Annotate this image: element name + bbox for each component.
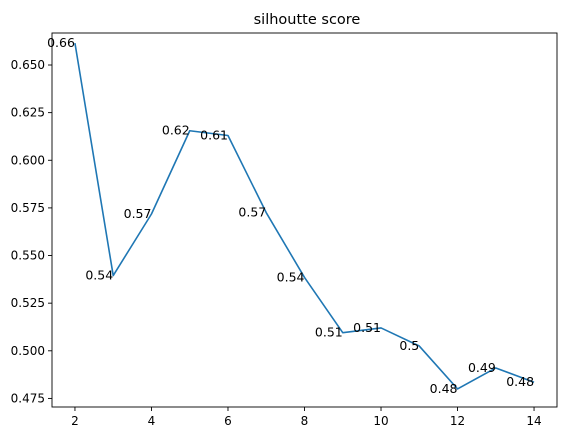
data-label: 0.61	[200, 128, 228, 143]
data-label: 0.5	[399, 338, 419, 353]
y-tick-label: 0.650	[11, 58, 45, 72]
y-tick-label: 0.525	[11, 296, 45, 310]
x-tick-label: 8	[301, 414, 309, 428]
y-tick-label: 0.500	[11, 344, 45, 358]
y-tick-label: 0.475	[11, 391, 45, 405]
x-tick-label: 10	[373, 414, 388, 428]
data-label: 0.54	[85, 268, 113, 283]
x-tick-label: 14	[526, 414, 541, 428]
data-label: 0.48	[506, 374, 534, 389]
data-label: 0.51	[315, 325, 343, 340]
x-tick-label: 4	[148, 414, 156, 428]
y-tick-label: 0.575	[11, 201, 45, 215]
data-label: 0.48	[430, 381, 458, 396]
data-label: 0.62	[162, 123, 190, 138]
x-tick-label: 6	[224, 414, 232, 428]
data-label: 0.54	[277, 269, 305, 284]
series-line	[74, 42, 535, 390]
data-label: 0.49	[468, 360, 496, 375]
data-label: 0.51	[353, 320, 381, 335]
y-tick-label: 0.600	[11, 153, 45, 167]
x-tick-label: 12	[450, 414, 465, 428]
data-label: 0.66	[47, 35, 75, 50]
x-tick-label: 2	[71, 414, 79, 428]
plot-area: 2 4 6 8 10 12 14 0.475 0.500 0.525 0.550 0.575 0.600…	[11, 32, 558, 428]
data-label: 0.57	[238, 205, 266, 220]
y-tick-label: 0.550	[11, 249, 45, 263]
data-label: 0.57	[124, 206, 152, 221]
y-tick-label: 0.625	[11, 106, 45, 120]
chart-title: silhoutte score	[254, 12, 361, 28]
